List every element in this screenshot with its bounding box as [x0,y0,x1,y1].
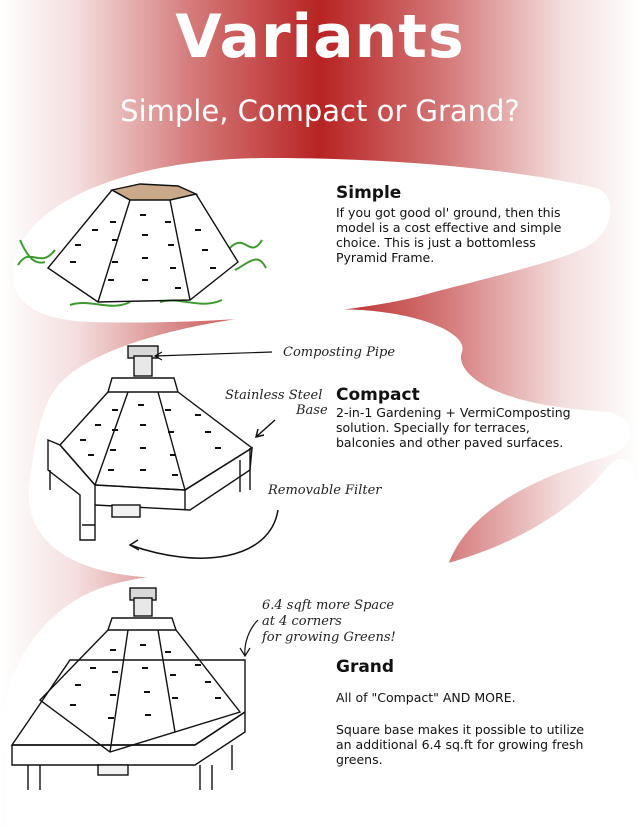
grand-note-line3: for growing Greens! [262,630,396,645]
compact-pyramid-illustration [47,345,279,559]
compact-description: 2-in-1 Gardening + VermiComposting solut… [336,405,571,450]
panel-compact [28,309,631,581]
simple-description: If you got good ol' ground, then this mo… [336,205,562,265]
grand-note-line1: 6.4 sqft more Space [262,598,395,613]
simple-heading: Simple [336,183,402,203]
page-title: Variants [175,2,465,72]
removable-filter-label: Removable Filter [268,483,382,498]
simple-pyramid-illustration [17,183,267,307]
page-subtitle: Simple, Compact or Grand? [120,94,520,128]
composting-pipe-label: Composting Pipe [283,345,396,360]
stainless-steel-base-label-line2: Base [296,403,328,418]
grand-paragraph-2: Square base makes it possible to utilize… [336,722,585,767]
grand-pyramid-illustration [10,587,259,790]
grand-paragraph-1: All of "Compact" AND MORE. [336,690,516,705]
grand-note-line2: at 4 corners [262,614,342,629]
panel-grand [3,458,640,827]
compact-heading: Compact [336,385,420,405]
grand-heading: Grand [336,657,395,677]
stainless-steel-base-label-line1: Stainless Steel [225,388,323,403]
